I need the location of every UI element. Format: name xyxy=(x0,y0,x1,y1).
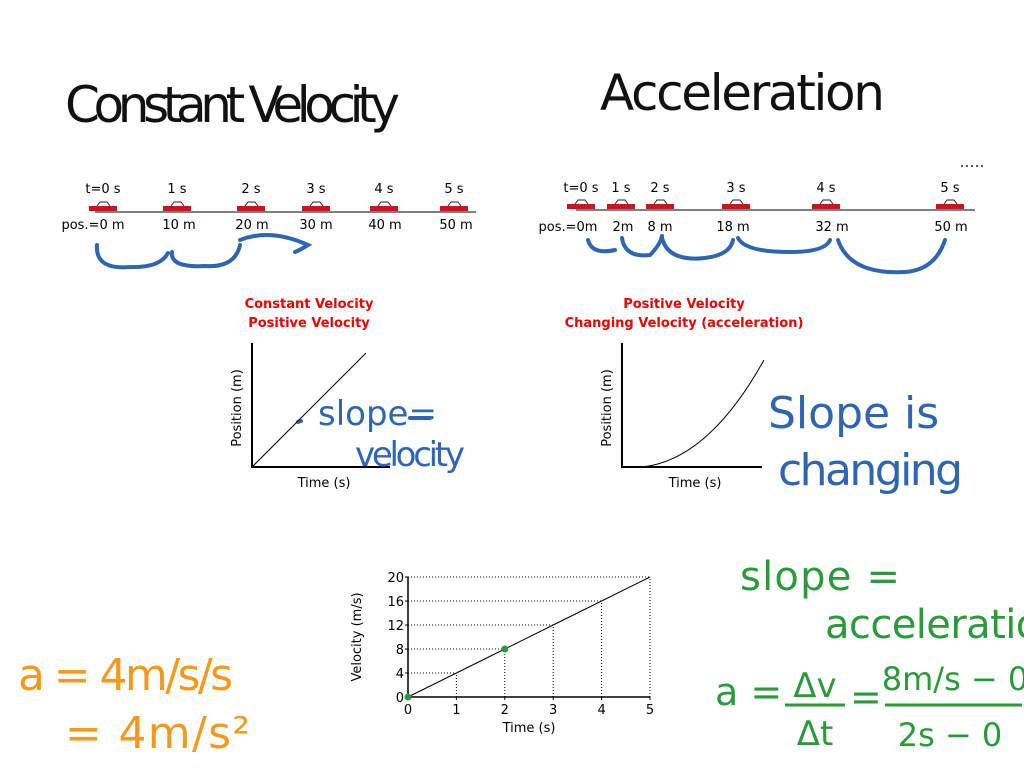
x-tick-label: 2 xyxy=(501,703,509,718)
handwritten-note: a = 4m/s/s xyxy=(18,650,233,701)
velocity-line xyxy=(407,576,651,698)
car-top xyxy=(170,201,185,207)
x-tick-label: 4 xyxy=(597,703,605,718)
x-axis-label: Time (s) xyxy=(502,721,556,736)
position-label: 20 m xyxy=(235,218,268,233)
graph-title: Changing Velocity (acceleration) xyxy=(565,316,804,331)
graph-title: Positive Velocity xyxy=(248,316,370,331)
y-tick-label: 4 xyxy=(396,667,404,682)
car xyxy=(440,206,468,211)
formula: a = Δv Δt = 8m/s − 0 2s − 0 xyxy=(715,660,1024,754)
y-axis-label: Position (m) xyxy=(230,369,245,447)
position-line xyxy=(251,352,367,468)
handwritten-note: acceleration xyxy=(825,602,1024,648)
time-label: 3 s xyxy=(726,181,745,196)
car xyxy=(722,204,750,209)
position-label: 30 m xyxy=(299,218,332,233)
car-top xyxy=(96,201,111,207)
formula-part: = xyxy=(850,675,882,719)
handwritten-note: Slope is xyxy=(768,388,939,439)
time-label: 3 s xyxy=(306,182,325,197)
x-axis-label: Time (s) xyxy=(297,476,351,491)
dots xyxy=(961,165,983,167)
car-top xyxy=(244,201,259,207)
car xyxy=(936,204,964,209)
car xyxy=(607,204,635,209)
y-tick-label: 0 xyxy=(396,691,404,706)
time-label: 1 s xyxy=(611,181,630,196)
car-top xyxy=(819,199,834,205)
formula-part: Δv xyxy=(793,666,836,706)
position-label: pos.=0 m xyxy=(61,218,124,233)
y-axis-label: Velocity (m/s) xyxy=(350,592,365,681)
highlight-point xyxy=(404,693,412,701)
car-top xyxy=(653,199,668,205)
handwritten-title: Constant Velocity xyxy=(65,76,400,134)
x-tick-label: 0 xyxy=(404,703,412,718)
time-label: 4 s xyxy=(374,182,393,197)
formula-part: Δt xyxy=(797,714,834,754)
time-label: 2 s xyxy=(241,182,260,197)
graph-title: Constant Velocity xyxy=(245,297,374,312)
handwritten-note: velocity xyxy=(355,435,465,475)
position-label: pos.=0m xyxy=(539,220,598,235)
car xyxy=(370,206,398,211)
handwritten-note: slope = xyxy=(740,554,900,600)
time-label: 2 s xyxy=(650,181,669,196)
handwritten-note: slope= xyxy=(318,394,437,434)
car-top xyxy=(447,201,462,207)
position-label: 40 m xyxy=(368,218,401,233)
car xyxy=(646,204,674,209)
handwritten-note: changing xyxy=(778,445,963,496)
x-axis-label: Time (s) xyxy=(668,476,722,491)
time-label: 1 s xyxy=(167,182,186,197)
time-label: 4 s xyxy=(816,181,835,196)
position-label: 10 m xyxy=(162,218,195,233)
y-axis-label: Position (m) xyxy=(600,369,615,447)
y-tick-label: 16 xyxy=(387,595,404,610)
car-top xyxy=(729,199,744,205)
position-curve xyxy=(621,359,765,469)
car-top xyxy=(943,199,958,205)
handwritten-note: = 4m/s² xyxy=(65,708,250,759)
position-label: 8 m xyxy=(647,220,672,235)
y-tick-label: 8 xyxy=(396,643,404,658)
time-label: t=0 s xyxy=(85,182,120,197)
time-label: t=0 s xyxy=(563,181,598,196)
time-label: 5 s xyxy=(444,182,463,197)
position-label: 2m xyxy=(613,220,634,235)
car-top xyxy=(377,201,392,207)
car xyxy=(567,204,595,209)
x-tick-label: 3 xyxy=(549,703,557,718)
position-label: 50 m xyxy=(439,218,472,233)
car xyxy=(89,206,117,211)
car xyxy=(237,206,265,211)
handwritten-title: Acceleration xyxy=(600,64,885,122)
formula-part: a = xyxy=(715,670,782,714)
formula-part: 2s − 0 xyxy=(898,716,1003,754)
y-tick-label: 12 xyxy=(387,619,404,634)
x-tick-label: 1 xyxy=(452,703,460,718)
position-label: 50 m xyxy=(934,220,967,235)
car xyxy=(812,204,840,209)
car xyxy=(163,206,191,211)
formula-part: 8m/s − 0 xyxy=(882,660,1024,698)
car xyxy=(302,206,330,211)
time-label: 5 s xyxy=(940,181,959,196)
blue-arcs xyxy=(94,233,947,424)
position-label: 32 m xyxy=(815,220,848,235)
car-top xyxy=(614,199,629,205)
car-top xyxy=(574,199,589,205)
graph-title: Positive Velocity xyxy=(623,297,745,312)
y-tick-label: 20 xyxy=(387,571,404,586)
x-tick-label: 5 xyxy=(646,703,654,718)
highlight-point xyxy=(501,645,509,653)
position-label: 18 m xyxy=(716,220,749,235)
car-top xyxy=(309,201,324,207)
